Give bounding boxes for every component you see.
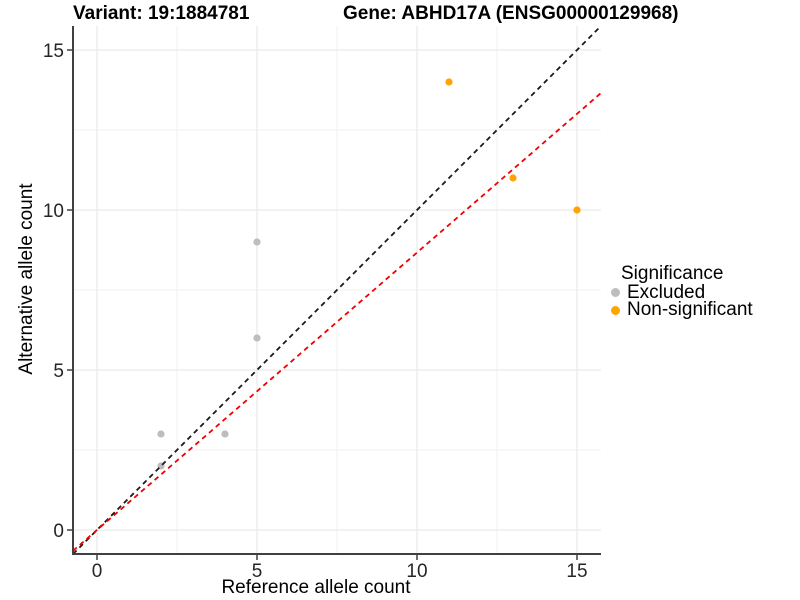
legend-item-non-significant: Non-significant (611, 299, 753, 321)
y-tick-label: 0 (53, 521, 64, 542)
legend-item-excluded: Excluded (611, 281, 753, 303)
y-axis-title: Alternative allele count (16, 183, 37, 375)
y-tick-label: 10 (43, 201, 64, 222)
data-point-non-significant (509, 174, 517, 182)
legend-item-label: Non-significant (627, 299, 753, 321)
data-point-excluded (157, 430, 165, 438)
data-point-non-significant (573, 206, 581, 214)
y-tick-label: 15 (43, 41, 64, 62)
x-tick-label: 5 (252, 561, 263, 582)
y-tick-label: 5 (53, 361, 64, 382)
non-significant-dot-icon (611, 305, 620, 315)
excluded-dot-icon (611, 288, 620, 298)
data-point-excluded (253, 238, 261, 246)
x-tick-label: 15 (566, 561, 587, 582)
data-point-excluded (253, 334, 261, 342)
legend-item-label: Excluded (627, 281, 706, 303)
legend-title: Significance (621, 263, 724, 284)
data-point-excluded (221, 430, 229, 438)
x-tick-label: 10 (406, 561, 427, 582)
x-axis-title: Reference allele count (221, 577, 411, 598)
x-tick-label: 0 (92, 561, 103, 582)
data-point-non-significant (445, 78, 453, 86)
legend: Significance Excluded Non-significant (611, 263, 753, 321)
identity-line (72, 25, 602, 555)
variant-title: Variant: 19:1884781 (73, 3, 250, 24)
gene-title: Gene: ABHD17A (ENSG00000129968) (343, 3, 679, 24)
